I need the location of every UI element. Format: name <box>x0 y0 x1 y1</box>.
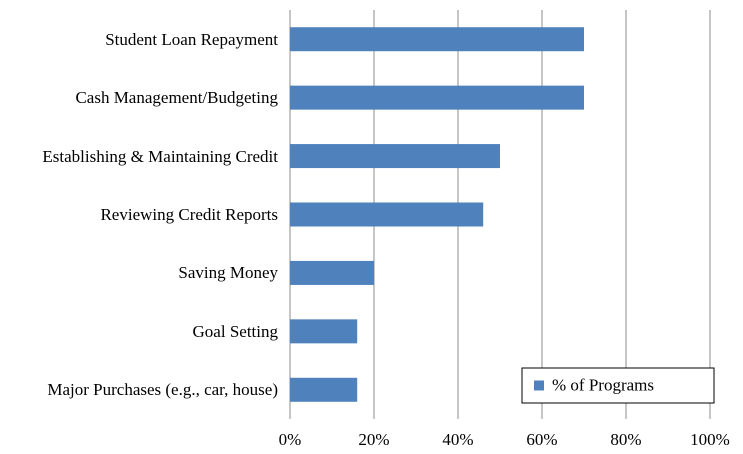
x-tick-label: 60% <box>526 430 557 449</box>
x-tick-label: 0% <box>279 430 302 449</box>
x-tick-label: 20% <box>358 430 389 449</box>
y-tick-label: Saving Money <box>178 263 278 283</box>
y-tick-label: Goal Setting <box>192 321 278 341</box>
x-tick-label: 40% <box>442 430 473 449</box>
y-tick-label-box: Goal Setting <box>0 301 278 361</box>
y-tick-label-box: Major Purchases (e.g., car, house) <box>0 360 278 420</box>
legend-swatch <box>534 380 544 391</box>
legend-box <box>521 367 715 404</box>
legend-label: % of Programs <box>552 375 654 394</box>
bar <box>290 319 358 344</box>
bar <box>290 260 374 285</box>
y-tick-label: Cash Management/Budgeting <box>75 88 278 108</box>
y-tick-label-box: Establishing & Maintaining Credit <box>0 126 278 186</box>
bar <box>290 377 358 402</box>
y-tick-label-box: Cash Management/Budgeting <box>0 68 278 128</box>
y-tick-label: Establishing & Maintaining Credit <box>42 146 278 166</box>
bar <box>290 85 584 110</box>
x-tick-label: 100% <box>690 430 730 449</box>
x-tick-label: 80% <box>610 430 641 449</box>
y-tick-label-box: Student Loan Repayment <box>0 9 278 69</box>
y-tick-label: Student Loan Repayment <box>105 29 278 49</box>
bar <box>290 27 584 52</box>
y-tick-label: Reviewing Credit Reports <box>100 205 278 224</box>
y-tick-label-box: Saving Money <box>0 243 278 303</box>
bar <box>290 144 500 169</box>
y-tick-label: Major Purchases (e.g., car, house) <box>47 380 278 400</box>
y-tick-label-box: Reviewing Credit Reports <box>0 185 278 245</box>
bar <box>290 202 484 227</box>
